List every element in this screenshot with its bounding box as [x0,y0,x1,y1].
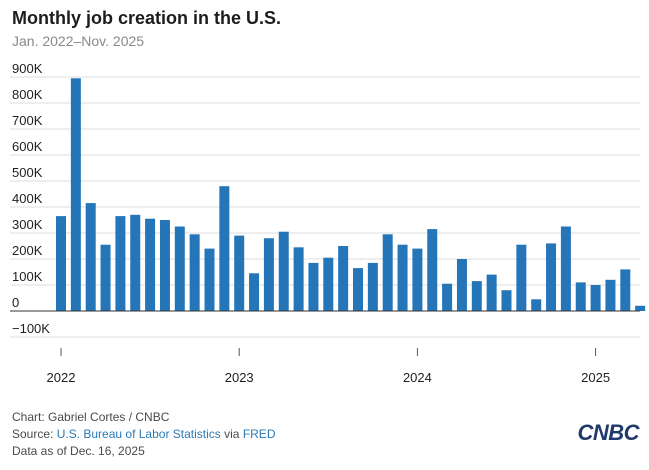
bar [130,214,141,311]
x-tick-label: 2024 [403,370,432,385]
bar [546,243,557,311]
bar [635,305,646,311]
data-as-of: Data as of Dec. 16, 2025 [12,444,145,458]
x-tick-label: 2023 [225,370,254,385]
y-tick-label: 700K [12,113,43,128]
bar [249,273,260,311]
y-tick-label: 600K [12,139,43,154]
x-tick-label: 2025 [581,370,610,385]
bar [382,234,393,311]
bar [605,279,616,311]
chart-source: Source: U.S. Bureau of Labor Statistics … [12,427,275,441]
y-tick-label: −100K [12,321,50,336]
bar [442,283,453,311]
chart-credit: Chart: Gabriel Cortes / CNBC [12,410,170,424]
bar [308,262,319,311]
chart-subtitle: Jan. 2022–Nov. 2025 [12,33,145,49]
bar [456,259,467,311]
y-tick-label: 500K [12,165,43,180]
bar [516,244,527,311]
bar [100,244,111,311]
bar [367,262,378,311]
bar [531,299,542,311]
y-tick-label: 900K [12,61,43,76]
y-tick-label: 400K [12,191,43,206]
bar [620,269,631,311]
bar [575,282,586,311]
bar [204,248,215,311]
y-axis-ticks: 900K 800K 700K 600K 500K 400K 300K 200K 100K 0 −10… [12,61,50,336]
bar [70,78,81,311]
bar [159,220,170,311]
bar [263,238,274,311]
y-tick-label: 0 [12,295,19,310]
bar [412,248,423,311]
bar [189,234,200,311]
bar [338,246,349,311]
bar [219,186,230,311]
bar [145,218,156,311]
bar [427,229,438,311]
bar [56,216,66,311]
source-link-fred[interactable]: FRED [242,427,276,441]
cnbc-logo: CNBC [577,420,639,445]
bars [56,78,646,311]
bar [323,257,334,311]
bar [471,281,482,311]
y-tick-label: 200K [12,243,43,258]
bar [397,244,408,311]
chart-title: Monthly job creation in the U.S. [12,8,282,28]
bar [560,226,571,311]
y-tick-label: 800K [12,87,43,102]
bar [590,285,601,311]
source-via: via [220,427,243,441]
bar [85,203,96,311]
bar [115,216,126,311]
bar [234,235,245,311]
bar [293,247,304,311]
y-tick-label: 100K [12,269,43,284]
y-tick-label: 300K [12,217,43,232]
bar [174,226,185,311]
bar [278,231,289,311]
bar [486,274,497,311]
source-prefix: Source: [12,427,57,441]
x-axis-ticks: 2022 2023 2024 2025 [47,348,610,385]
x-tick-label: 2022 [47,370,76,385]
bar [353,268,363,311]
bar-chart: 900K 800K 700K 600K 500K 400K 300K 200K 100K 0 −10… [10,61,646,385]
source-link-bls[interactable]: U.S. Bureau of Labor Statistics [56,427,221,441]
bar [501,290,512,311]
